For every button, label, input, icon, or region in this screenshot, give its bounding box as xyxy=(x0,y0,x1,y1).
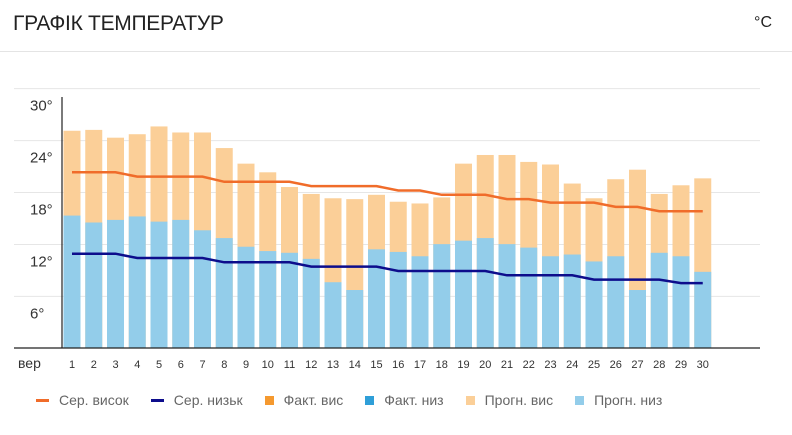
x-tick-label: 21 xyxy=(501,359,513,371)
x-tick-label: 11 xyxy=(284,359,295,371)
month-label: вер xyxy=(18,355,41,371)
x-tick-label: 7 xyxy=(199,359,205,371)
x-tick-label: 14 xyxy=(349,359,361,371)
x-tick-label: 9 xyxy=(243,359,249,371)
legend-line-swatch xyxy=(36,398,49,402)
forecast-low-bar xyxy=(389,251,407,348)
legend-square-swatch xyxy=(264,395,274,405)
forecast-low-bar xyxy=(498,244,516,348)
temperature-chart: 6°12°18°24°30°вер 1 2 3 4 5 6 7 8 9 10 11 12 13 14 15 16… xyxy=(14,88,760,371)
forecast-low-bar xyxy=(368,249,385,348)
forecast-low-bar xyxy=(455,240,472,348)
forecast-low-bar xyxy=(607,256,625,348)
x-tick-label: 10 xyxy=(262,359,274,371)
y-tick-label: 12° xyxy=(30,253,53,270)
x-tick-label: 6 xyxy=(178,359,184,371)
forecast-low-bar xyxy=(172,219,190,348)
x-tick-label: 24 xyxy=(566,359,578,371)
forecast-low-bar xyxy=(476,238,494,348)
forecast-low-bar xyxy=(694,271,712,348)
x-tick-label: 25 xyxy=(588,359,600,371)
forecast-low-bar xyxy=(128,216,146,348)
x-tick-label: 12 xyxy=(305,359,317,371)
forecast-low-bar xyxy=(107,219,124,348)
chart-header: ГРАФІК ТЕМПЕРАТУР °C xyxy=(0,0,792,52)
forecast-low-bar xyxy=(194,230,211,348)
legend-label: Факт. низ xyxy=(384,392,444,408)
x-tick-label: 5 xyxy=(156,359,162,371)
y-tick-label: 6° xyxy=(30,305,44,322)
forecast-low-bar xyxy=(63,215,81,348)
forecast-low-bar xyxy=(411,256,429,348)
legend-label: Прогн. вис xyxy=(484,392,554,408)
forecast-low-bar xyxy=(302,258,320,348)
chart-legend: Сер. висок Сер. низьк Факт. вис Факт. низ Пр… xyxy=(36,392,662,408)
forecast-low-bar xyxy=(324,282,342,348)
x-tick-label: 4 xyxy=(134,359,140,371)
x-tick-label: 16 xyxy=(392,359,404,371)
forecast-low-bar xyxy=(542,256,559,348)
legend-label: Сер. висок xyxy=(59,392,129,408)
x-tick-label: 2 xyxy=(91,359,97,371)
legend-item[interactable]: Прогн. низ xyxy=(575,392,662,408)
forecast-low-bar xyxy=(629,290,646,348)
forecast-low-bar xyxy=(346,290,364,348)
unit-toggle[interactable]: °C xyxy=(754,14,772,31)
forecast-low-bar xyxy=(85,222,103,348)
avg-low-line xyxy=(72,252,703,285)
legend-item[interactable]: Прогн. вис xyxy=(465,392,554,408)
legend-item[interactable]: Сер. низьк xyxy=(150,392,243,408)
forecast-low-bar xyxy=(215,238,233,348)
forecast-low-bar xyxy=(520,247,538,348)
legend-label: Сер. низьк xyxy=(173,392,243,408)
x-tick-label: 18 xyxy=(436,359,448,371)
x-tick-label: 8 xyxy=(221,359,227,371)
y-tick-label: 24° xyxy=(30,150,53,167)
forecast-low-bar xyxy=(563,254,581,348)
avg-high-line xyxy=(72,171,703,213)
y-tick-label: 18° xyxy=(30,202,53,219)
x-tick-label: 27 xyxy=(631,359,643,371)
y-tick-label: 30° xyxy=(30,98,53,115)
x-tick-label: 1 xyxy=(69,359,75,371)
forecast-low-bar xyxy=(650,252,668,348)
forecast-low-bar xyxy=(672,256,690,348)
legend-item[interactable]: Факт. низ xyxy=(365,392,444,408)
x-tick-label: 15 xyxy=(370,359,382,371)
x-tick-label: 30 xyxy=(697,359,709,371)
x-tick-label: 29 xyxy=(675,359,687,371)
legend-item[interactable]: Факт. вис xyxy=(264,392,344,408)
x-tick-label: 20 xyxy=(479,359,491,371)
forecast-low-bar xyxy=(150,221,168,348)
forecast-low-bar xyxy=(433,244,451,348)
legend-square-swatch xyxy=(575,395,585,405)
x-tick-label: 17 xyxy=(414,359,426,371)
legend-label: Факт. вис xyxy=(283,392,344,408)
chart-title: ГРАФІК ТЕМПЕРАТУР xyxy=(13,12,224,35)
legend-label: Прогн. низ xyxy=(594,392,663,408)
x-tick-label: 28 xyxy=(653,359,665,371)
forecast-low-bar xyxy=(281,252,298,348)
forecast-low-bar xyxy=(259,251,277,348)
x-tick-label: 3 xyxy=(112,359,118,371)
x-tick-label: 26 xyxy=(610,359,622,371)
forecast-low-bar xyxy=(585,261,603,348)
x-tick-label: 13 xyxy=(327,359,339,371)
forecast-low-bar xyxy=(237,246,255,348)
legend-item[interactable]: Сер. висок xyxy=(36,392,129,408)
legend-square-swatch xyxy=(465,395,475,405)
x-tick-label: 23 xyxy=(544,359,556,371)
x-tick-label: 22 xyxy=(523,359,535,371)
legend-line-swatch xyxy=(150,398,164,402)
x-tick-label: 19 xyxy=(457,359,469,371)
legend-square-swatch xyxy=(365,395,375,405)
